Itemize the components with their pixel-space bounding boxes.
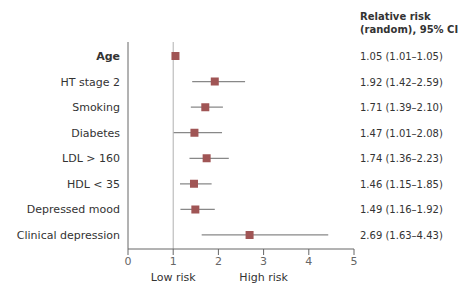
svg-text:Smoking: Smoking	[72, 101, 120, 114]
svg-text:2: 2	[215, 255, 222, 268]
svg-text:4: 4	[305, 255, 312, 268]
svg-text:2.69 (1.63–4.43): 2.69 (1.63–4.43)	[360, 230, 443, 241]
svg-text:LDL > 160: LDL > 160	[62, 152, 120, 165]
svg-text:1.49 (1.16–1.92): 1.49 (1.16–1.92)	[360, 204, 443, 215]
html-text:(random), 95% CI: (random), 95% CI	[360, 24, 459, 35]
svg-text:1.47 (1.01–2.08): 1.47 (1.01–2.08)	[360, 128, 443, 139]
svg-text:1.71 (1.39–2.10): 1.71 (1.39–2.10)	[360, 102, 443, 113]
svg-text:Clinical depression: Clinical depression	[17, 229, 120, 242]
svg-text:0: 0	[125, 255, 132, 268]
svg-text:Age: Age	[96, 50, 120, 63]
svg-text:1.46 (1.15–1.85): 1.46 (1.15–1.85)	[360, 179, 443, 190]
svg-text:3: 3	[260, 255, 267, 268]
svg-text:HDL < 35: HDL < 35	[67, 178, 120, 191]
svg-text:1.92 (1.42–2.59): 1.92 (1.42–2.59)	[360, 77, 443, 88]
svg-text:Depressed mood: Depressed mood	[27, 203, 120, 216]
html-text:Relative risk: Relative risk	[360, 11, 431, 22]
svg-text:1.05 (1.01–1.05): 1.05 (1.01–1.05)	[360, 51, 443, 62]
svg-text:Diabetes: Diabetes	[71, 127, 120, 140]
svg-text:Low risk: Low risk	[151, 271, 196, 284]
svg-text:1: 1	[170, 255, 177, 268]
svg-text:High risk: High risk	[239, 271, 288, 284]
svg-text:1.74 (1.36–2.23): 1.74 (1.36–2.23)	[360, 153, 443, 164]
svg-text:HT stage 2: HT stage 2	[60, 76, 120, 89]
svg-text:5: 5	[351, 255, 358, 268]
